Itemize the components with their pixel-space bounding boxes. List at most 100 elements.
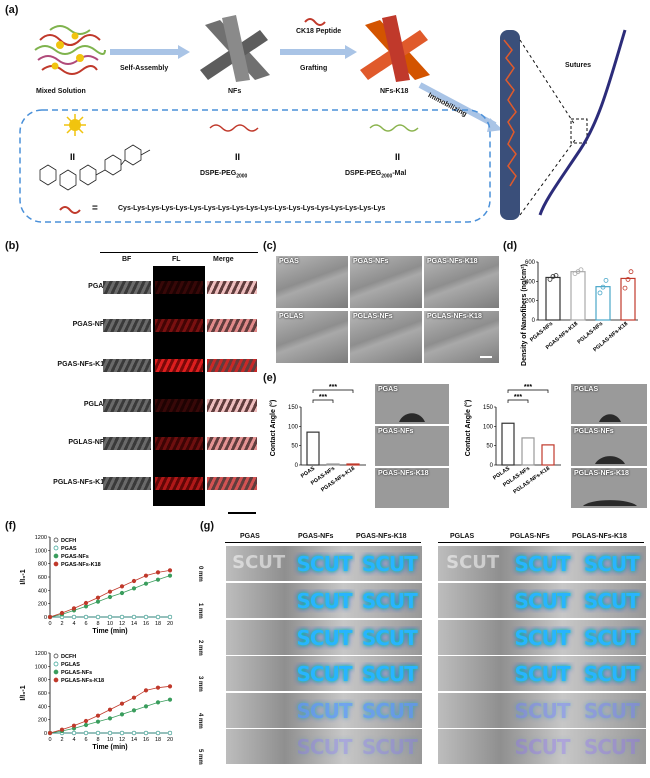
- density-ylabel: Density of Nanofibers (ng/cm²): [521, 264, 528, 366]
- d-point: [578, 267, 584, 273]
- f-point: [131, 708, 137, 713]
- sig-marker: ***: [329, 384, 337, 391]
- g-col-pgas: PGAS: [240, 533, 260, 540]
- f-ytick: 400: [38, 588, 47, 594]
- g-col-pgas-nfs-k18: PGAS-NFs-K18: [356, 533, 407, 540]
- f-ytick: 1200: [35, 535, 47, 541]
- f-legend-marker: [53, 545, 59, 551]
- g-tissue-cell: SCUT SCUT: [226, 693, 422, 728]
- f-ytick: 0: [44, 615, 47, 621]
- scale-bar-b: [228, 512, 256, 514]
- g-row-label: 0 mm: [197, 566, 203, 582]
- g-col-pgas-nfs: PGAS-NFs: [298, 533, 334, 540]
- d-bar: [570, 271, 586, 321]
- f-point: [95, 713, 101, 718]
- g-tissue-cell: SCUT SCUT: [226, 656, 422, 691]
- f-point: [59, 610, 65, 616]
- f-point: [107, 594, 113, 600]
- g-fluorescent-logo: SCUT: [514, 552, 571, 576]
- dspe-peg-icon: [209, 124, 259, 132]
- scale-bar-c: [480, 356, 492, 358]
- g-fluorescent-logo: SCUT: [583, 626, 640, 650]
- f-point: [95, 595, 101, 600]
- g-fluorescent-logo: SCUT: [514, 626, 571, 650]
- g-fluorescent-logo: SCUT: [296, 662, 353, 686]
- fl-strip: [155, 281, 203, 294]
- e-ytick: 0: [295, 463, 299, 469]
- fl-strip: [155, 477, 203, 490]
- g-fluorescent-logo: SCUT: [514, 662, 571, 686]
- d-xlabel: PGAS-NFs: [529, 321, 554, 343]
- mixed-solution-label: Mixed Solution: [36, 88, 86, 95]
- f-legend-marker: [53, 561, 59, 567]
- g-fluorescent-logo: SCUT: [514, 699, 571, 723]
- f-xtick: 4: [72, 737, 75, 743]
- f-xlabel: Time (min): [92, 628, 127, 635]
- f-point: [155, 730, 161, 736]
- f-xtick: 16: [143, 621, 149, 627]
- f-xtick: 20: [167, 737, 173, 743]
- e-bar: [326, 463, 340, 466]
- bf-strip: [103, 359, 151, 372]
- g-tissue-cell: SCUT SCUT: [226, 620, 422, 655]
- g-fluorescent-logo: SCUT: [583, 662, 640, 686]
- bf-strip: [103, 319, 151, 332]
- f-point: [119, 730, 125, 736]
- f-point: [71, 606, 77, 611]
- g-col-pglas: PGLAS: [450, 533, 475, 540]
- g-row-label: 1 mm: [197, 603, 203, 619]
- f-point: [131, 578, 137, 584]
- e-ytick: 150: [483, 405, 494, 411]
- g-tissue-cell: SCUT SCUT: [226, 583, 422, 618]
- d-point: [597, 290, 603, 296]
- merge-strip: [207, 281, 257, 294]
- f-legend-marker: [53, 653, 59, 659]
- f-xtick: 4: [72, 621, 75, 627]
- d-point: [628, 269, 634, 275]
- e-ytick: 150: [288, 405, 299, 411]
- sem-tile-1: PGAS: [275, 255, 349, 309]
- g-fluorescent-logo: SCUT: [361, 626, 418, 650]
- nfs-k18-label: NFs-K18: [380, 88, 409, 95]
- aie-star-icon: [64, 114, 86, 136]
- f-point: [83, 722, 89, 728]
- f-ytick: 600: [38, 575, 47, 581]
- g-fluorescent-logo: SCUT: [583, 699, 640, 723]
- f-point: [167, 573, 173, 578]
- svg-text:II: II: [395, 152, 400, 162]
- f-legend-label: PGLAS-NFs-K18: [61, 678, 104, 684]
- panel-c-label: (c): [263, 240, 277, 252]
- f-point: [143, 704, 149, 709]
- f-legend-marker: [53, 537, 59, 543]
- col-fl: FL: [172, 256, 181, 263]
- fl-strip: [155, 437, 203, 450]
- f-xtick: 2: [60, 621, 63, 627]
- d-ytick: 600: [525, 260, 536, 266]
- panel-a-schematic: II II II: [19, 15, 627, 223]
- f-point: [155, 700, 161, 705]
- e-ytick: 50: [486, 444, 493, 450]
- g-row-label: 4 mm: [197, 713, 203, 729]
- ca-image-pglas-nfs-k18: PGLAS-NFs-K18: [570, 467, 648, 509]
- grafting-label: Grafting: [300, 65, 328, 72]
- self-assembly-label: Self-Assembly: [120, 65, 169, 72]
- dspe-peg-mal-icon: [369, 124, 419, 132]
- d-ytick: 200: [525, 299, 536, 305]
- nfs-rods: [200, 15, 270, 82]
- f-point: [143, 730, 149, 736]
- d-point: [622, 285, 628, 291]
- panel-a: II II II: [0, 0, 650, 228]
- f-point: [107, 730, 113, 736]
- f-ylabel: I/I₀-1: [20, 685, 27, 700]
- d-point: [553, 273, 559, 278]
- f-point: [71, 730, 77, 736]
- f-point: [119, 701, 125, 706]
- f-legend-label: PGLAS-NFs: [61, 670, 92, 676]
- ca-image-pgas-nfs-k18: PGAS-NFs-K18: [374, 467, 450, 509]
- d-bar: [595, 286, 611, 321]
- f-ytick: 200: [38, 718, 47, 724]
- f-point: [83, 600, 89, 606]
- f-point: [71, 614, 77, 620]
- f-xtick: 6: [84, 621, 87, 627]
